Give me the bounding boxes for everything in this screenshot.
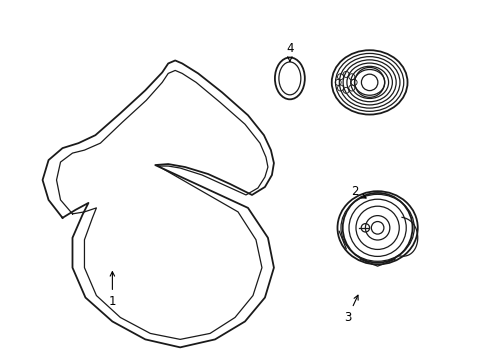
Text: 2: 2: [350, 185, 366, 198]
Text: 1: 1: [108, 272, 116, 308]
Text: 3: 3: [344, 295, 357, 324]
Text: 4: 4: [285, 42, 293, 61]
